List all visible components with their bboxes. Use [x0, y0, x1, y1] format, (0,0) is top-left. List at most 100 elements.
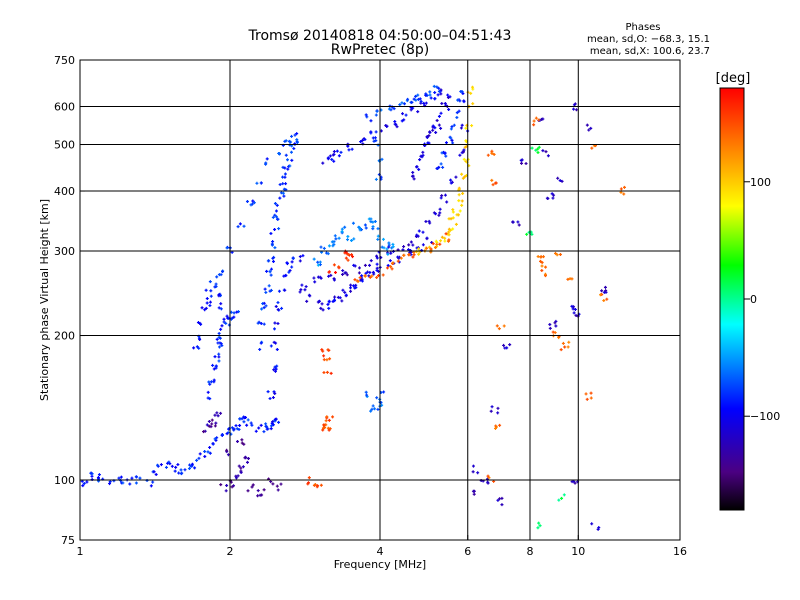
x-axis-label: Frequency [MHz]	[334, 558, 426, 571]
echo-point	[283, 288, 287, 292]
echo-point	[455, 115, 459, 119]
echo-point	[305, 299, 309, 303]
echo-point	[363, 274, 367, 278]
echo-point	[322, 354, 326, 358]
echo-point	[560, 179, 564, 183]
echo-point	[275, 484, 279, 488]
echo-point	[207, 380, 211, 384]
echo-point	[447, 239, 451, 243]
echo-point	[325, 358, 329, 362]
echo-point	[461, 176, 465, 180]
echo-point	[337, 154, 341, 158]
echo-point	[371, 270, 375, 274]
echo-point	[315, 485, 319, 489]
echo-point	[152, 470, 156, 474]
echo-point	[476, 471, 480, 475]
echo-point	[390, 267, 394, 271]
echo-point	[496, 406, 500, 410]
echo-point	[449, 178, 453, 182]
echo-point	[486, 153, 490, 157]
echo-point	[443, 193, 447, 197]
echo-point	[214, 421, 218, 425]
echo-point	[96, 476, 100, 480]
echo-point	[333, 295, 337, 299]
echo-point	[425, 237, 429, 241]
echo-point	[304, 285, 308, 289]
echo-point	[412, 253, 416, 257]
echo-point	[269, 424, 273, 428]
echo-point	[429, 96, 433, 100]
echo-point	[458, 209, 462, 213]
echo-point	[537, 118, 541, 122]
echo-point	[254, 429, 258, 433]
echo-point	[471, 102, 475, 106]
echo-point	[589, 391, 593, 395]
echo-point	[205, 297, 209, 301]
echo-point	[444, 141, 448, 145]
echo-point	[215, 275, 219, 279]
echo-point	[416, 110, 420, 114]
echo-point	[316, 260, 320, 264]
echo-point	[319, 306, 323, 310]
echo-point	[401, 112, 405, 116]
echo-point	[421, 243, 425, 247]
echo-point	[457, 109, 461, 113]
echo-point	[192, 346, 196, 350]
echo-point	[176, 463, 180, 467]
echo-point	[619, 187, 623, 191]
echo-point	[316, 263, 320, 267]
echo-point	[424, 220, 428, 224]
echo-point	[437, 123, 441, 127]
echo-point	[312, 276, 316, 280]
echo-point	[275, 347, 279, 351]
echo-point	[288, 164, 292, 168]
echo-point	[145, 479, 149, 483]
echo-point	[277, 227, 281, 231]
echo-point	[369, 217, 373, 221]
echo-point	[277, 289, 281, 293]
echo-point	[534, 116, 538, 120]
echo-point	[273, 246, 277, 250]
echo-point	[437, 86, 441, 90]
echo-point	[602, 299, 606, 303]
echo-point	[402, 253, 406, 257]
echo-point	[316, 300, 320, 304]
echo-point	[457, 187, 461, 191]
echo-point	[273, 391, 277, 395]
colorbar-tick-label: 100	[750, 176, 771, 189]
echo-point	[554, 319, 558, 323]
echo-point	[445, 200, 449, 204]
echo-point	[149, 484, 153, 488]
echo-point	[356, 279, 360, 283]
echo-point	[242, 224, 246, 228]
echo-point	[245, 423, 249, 427]
echo-point	[259, 423, 263, 427]
echo-point	[385, 266, 389, 270]
echo-point	[437, 114, 441, 118]
echo-point	[498, 423, 502, 427]
echo-point	[375, 254, 379, 258]
echo-point	[417, 168, 421, 172]
echo-point	[390, 246, 394, 250]
echo-point	[321, 308, 325, 312]
echo-point	[524, 162, 528, 166]
echo-point	[85, 480, 89, 484]
echo-point	[214, 285, 218, 289]
echo-point	[551, 330, 555, 334]
echo-point	[264, 422, 268, 426]
echo-point	[520, 158, 524, 162]
echo-point	[259, 341, 263, 345]
echo-point	[489, 409, 493, 413]
echo-point	[271, 396, 275, 400]
echo-point	[282, 194, 286, 198]
echo-point	[496, 498, 500, 502]
echo-point	[391, 242, 395, 246]
echo-point	[449, 127, 453, 131]
echo-point	[276, 301, 280, 305]
echo-point	[291, 257, 295, 261]
echo-point	[273, 365, 277, 369]
echo-point	[460, 172, 464, 176]
echo-point	[361, 138, 365, 142]
echo-point	[371, 404, 375, 408]
echo-point	[198, 337, 202, 341]
